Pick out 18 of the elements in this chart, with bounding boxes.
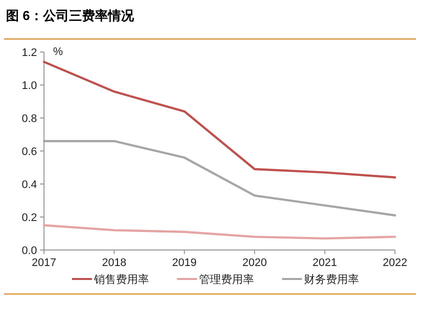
x-tick-label: 2017	[32, 257, 56, 269]
x-tick-label: 2020	[242, 257, 267, 269]
legend-label: 财务费用率	[304, 273, 359, 286]
y-tick-label: 1.2	[22, 47, 37, 59]
x-tick-label: 2018	[102, 257, 126, 269]
legend-label: 销售费用率	[93, 273, 149, 286]
x-tick-label: 2022	[382, 257, 408, 269]
y-tick-label: 0.6	[22, 146, 37, 158]
x-tick-label: 2019	[172, 257, 197, 269]
y-tick-label: 0.0	[22, 245, 37, 257]
y-tick-label: 0.2	[22, 212, 37, 224]
legend-label: 管理费用率	[199, 273, 254, 286]
y-tick-label: 0.4	[22, 179, 37, 191]
x-tick-label: 2021	[312, 257, 338, 269]
y-tick-label: 1.0	[22, 80, 37, 92]
title: 图 6：公司三费率情况	[6, 8, 134, 23]
y-tick-label: 0.8	[22, 113, 37, 125]
y-axis-title: %	[53, 46, 64, 58]
